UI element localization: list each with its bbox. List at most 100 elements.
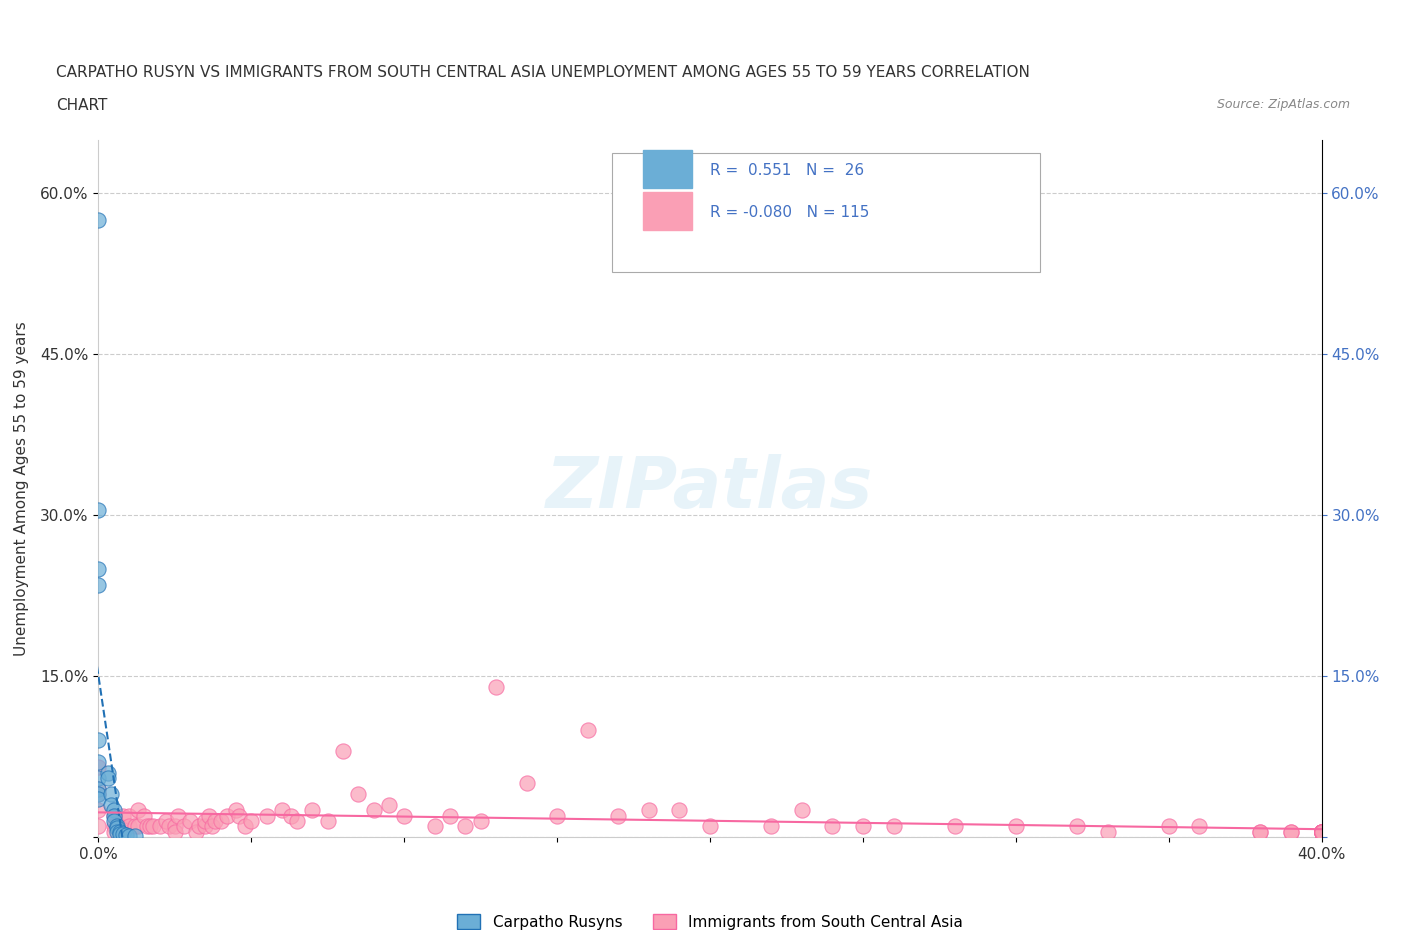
Point: [118, 818, 141, 833]
Legend: Carpatho Rusyns, Immigrants from South Central Asia: Carpatho Rusyns, Immigrants from South C…: [451, 908, 969, 930]
Point: [87, 213, 110, 228]
Point: [111, 808, 134, 823]
Point: [87, 781, 110, 796]
Point: [852, 818, 875, 833]
Point: [668, 803, 690, 817]
Point: [228, 808, 250, 823]
Point: [363, 803, 385, 817]
Point: [454, 818, 477, 833]
Point: [1310, 824, 1333, 839]
Point: [167, 808, 190, 823]
Point: [118, 808, 141, 823]
Point: [1097, 824, 1119, 839]
Point: [1279, 824, 1302, 839]
Point: [485, 679, 508, 694]
Point: [637, 803, 661, 817]
Point: [423, 818, 446, 833]
Point: [118, 829, 141, 844]
Point: [1310, 824, 1333, 839]
Point: [204, 814, 226, 829]
Point: [1310, 824, 1333, 839]
Point: [1188, 818, 1211, 833]
Point: [280, 808, 302, 823]
Point: [1310, 824, 1333, 839]
Point: [470, 814, 492, 829]
Point: [1310, 824, 1333, 839]
Point: [301, 803, 323, 817]
Point: [87, 754, 110, 769]
Point: [1310, 824, 1333, 839]
Point: [163, 818, 186, 833]
Point: [200, 818, 222, 833]
Point: [1310, 824, 1333, 839]
Point: [285, 814, 308, 829]
Bar: [643, 150, 692, 189]
FancyBboxPatch shape: [612, 153, 1040, 272]
Point: [87, 578, 110, 592]
Point: [108, 824, 131, 839]
Point: [173, 818, 195, 833]
Text: Source: ZipAtlas.com: Source: ZipAtlas.com: [1216, 98, 1350, 111]
Point: [194, 814, 217, 829]
Point: [1310, 824, 1333, 839]
Point: [87, 818, 110, 833]
Point: [1310, 824, 1333, 839]
Point: [215, 808, 238, 823]
Point: [209, 814, 232, 829]
Point: [87, 733, 110, 748]
Point: [1310, 824, 1333, 839]
Point: [1310, 824, 1333, 839]
Point: [100, 787, 122, 802]
Point: [188, 818, 211, 833]
Point: [186, 824, 208, 839]
Point: [127, 803, 149, 817]
Text: R = -0.080   N = 115: R = -0.080 N = 115: [710, 206, 869, 220]
Point: [943, 818, 966, 833]
Bar: [643, 192, 692, 231]
Point: [1310, 824, 1333, 839]
Text: CARPATHO RUSYN VS IMMIGRANTS FROM SOUTH CENTRAL ASIA UNEMPLOYMENT AMONG AGES 55 : CARPATHO RUSYN VS IMMIGRANTS FROM SOUTH …: [56, 65, 1031, 80]
Point: [1310, 824, 1333, 839]
Point: [1310, 824, 1333, 839]
Point: [699, 818, 721, 833]
Point: [194, 818, 217, 833]
Point: [163, 824, 186, 839]
Point: [1310, 824, 1333, 839]
Point: [392, 808, 416, 823]
Point: [225, 803, 247, 817]
Point: [155, 814, 177, 829]
Point: [256, 808, 278, 823]
Point: [115, 828, 138, 843]
Point: [1310, 824, 1333, 839]
Y-axis label: Unemployment Among Ages 55 to 59 years: Unemployment Among Ages 55 to 59 years: [14, 321, 30, 656]
Point: [1310, 824, 1333, 839]
Point: [1310, 824, 1333, 839]
Point: [108, 827, 131, 842]
Point: [197, 808, 219, 823]
Point: [87, 787, 110, 802]
Point: [516, 776, 538, 790]
Point: [233, 818, 256, 833]
Point: [439, 808, 461, 823]
Point: [347, 787, 370, 802]
Point: [1157, 818, 1180, 833]
Point: [149, 818, 172, 833]
Point: [378, 797, 401, 812]
Point: [105, 818, 128, 833]
Point: [1066, 818, 1088, 833]
Point: [127, 818, 149, 833]
Point: [103, 803, 125, 817]
Point: [105, 824, 128, 839]
Point: [87, 562, 110, 577]
Point: [316, 814, 339, 829]
Point: [1310, 824, 1333, 839]
Point: [111, 824, 134, 839]
Point: [1310, 824, 1333, 839]
Point: [240, 814, 263, 829]
Point: [103, 808, 125, 823]
Point: [1279, 824, 1302, 839]
Point: [87, 787, 110, 802]
Point: [157, 818, 180, 833]
Point: [759, 818, 782, 833]
Point: [87, 771, 110, 786]
